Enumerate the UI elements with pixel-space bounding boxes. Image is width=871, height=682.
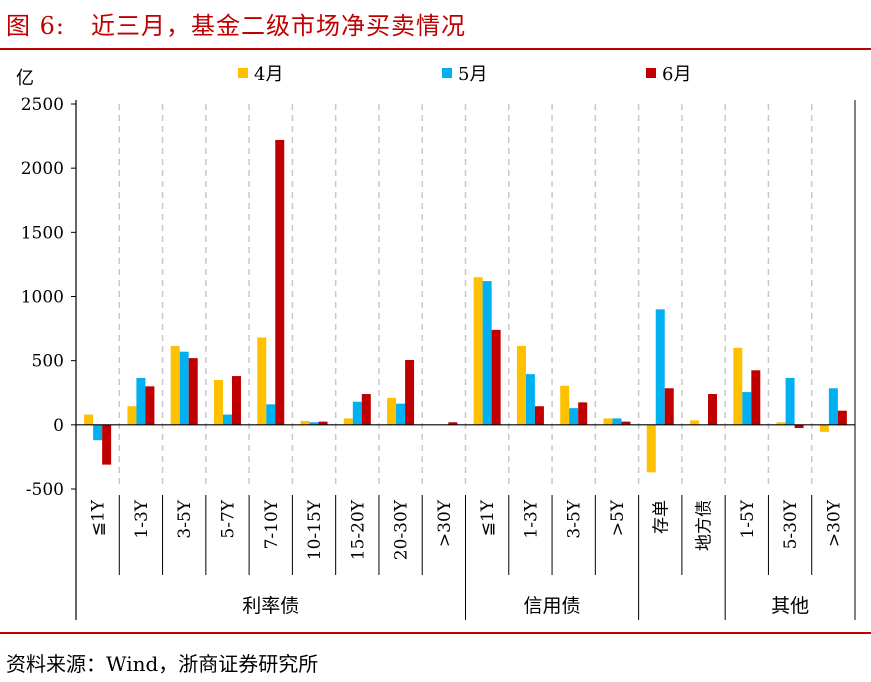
bar-6月 xyxy=(448,422,458,425)
bar-5月 xyxy=(179,351,189,425)
y-tick-label: 2500 xyxy=(21,95,64,115)
bar-6月 xyxy=(275,139,285,425)
bar-4月 xyxy=(776,422,786,425)
legend-label: 6月 xyxy=(662,64,691,85)
category-label: >30Y xyxy=(824,499,844,547)
bar-6月 xyxy=(708,394,718,425)
bar-6月 xyxy=(318,421,328,425)
bar-6月 xyxy=(231,376,241,425)
category-label: 20-30Y xyxy=(392,499,412,560)
legend-swatch-6月 xyxy=(646,68,656,78)
y-tick-label: 0 xyxy=(53,416,64,436)
legend-label: 4月 xyxy=(254,64,283,85)
bar-4月 xyxy=(300,420,310,425)
bar-4月 xyxy=(127,406,137,425)
bar-5月 xyxy=(352,401,362,425)
bar-5月 xyxy=(569,408,579,425)
bar-5月 xyxy=(222,414,232,425)
bar-5月 xyxy=(828,388,838,425)
bar-6月 xyxy=(794,424,804,429)
legend-label: 5月 xyxy=(458,64,487,85)
category-label: 1-5Y xyxy=(738,499,758,538)
bar-5月 xyxy=(525,374,535,425)
bar-5月 xyxy=(309,422,319,425)
figure-title: 图 6: 近三月，基金二级市场净买卖情况 xyxy=(6,6,466,41)
bar-4月 xyxy=(387,397,397,425)
bar-5月 xyxy=(396,403,406,425)
category-label: ≦1Y xyxy=(89,499,109,536)
bar-6月 xyxy=(188,358,198,425)
legend-swatch-4月 xyxy=(238,68,248,78)
figure-title-text: 近三月，基金二级市场净买卖情况 xyxy=(90,12,466,40)
bar-6月 xyxy=(361,394,371,425)
bar-4月 xyxy=(84,414,94,425)
bar-5月 xyxy=(93,424,103,441)
y-axis-unit: 亿 xyxy=(16,68,34,89)
category-label: 5-7Y xyxy=(218,499,238,538)
y-tick-label: 1000 xyxy=(21,288,64,308)
bar-4月 xyxy=(516,345,526,425)
bar-5月 xyxy=(742,392,752,425)
bar-5月 xyxy=(612,418,622,425)
bar-5月 xyxy=(655,309,665,425)
bar-4月 xyxy=(733,347,743,425)
y-tick-label: 1500 xyxy=(21,223,64,243)
category-label: 15-20Y xyxy=(348,499,368,560)
category-label: 3-5Y xyxy=(565,499,585,538)
bar-6月 xyxy=(102,424,112,465)
legend-swatch-5月 xyxy=(442,68,452,78)
bar-5月 xyxy=(266,404,276,425)
bar-4月 xyxy=(690,420,700,425)
bar-4月 xyxy=(170,345,180,425)
title-rule xyxy=(0,48,871,50)
bar-6月 xyxy=(621,421,631,425)
group-label: 其他 xyxy=(771,595,809,617)
bar-6月 xyxy=(405,360,415,425)
figure-number: 图 6: xyxy=(6,12,65,40)
y-tick-label: 500 xyxy=(32,352,64,372)
bar-4月 xyxy=(819,424,829,432)
group-label: 信用债 xyxy=(524,595,581,617)
category-label: >30Y xyxy=(435,499,455,547)
bar-6月 xyxy=(837,410,847,425)
category-label: 存单 xyxy=(651,500,671,534)
source-rule xyxy=(0,632,871,634)
category-label: 1-3Y xyxy=(521,499,541,538)
category-label: 3-5Y xyxy=(175,499,195,538)
bar-4月 xyxy=(257,337,267,425)
bar-4月 xyxy=(343,418,353,425)
bar-4月 xyxy=(213,379,223,425)
category-label: 地方债 xyxy=(695,500,715,551)
group-label: 利率债 xyxy=(242,595,299,617)
bar-6月 xyxy=(751,370,761,425)
bar-4月 xyxy=(560,385,570,425)
bar-6月 xyxy=(578,402,588,425)
category-label: >5Y xyxy=(608,499,628,536)
category-label: ≦1Y xyxy=(478,499,498,536)
bar-6月 xyxy=(664,388,674,425)
bar-6月 xyxy=(145,386,155,425)
bar-4月 xyxy=(646,424,656,473)
bar-5月 xyxy=(785,377,795,425)
bar-5月 xyxy=(482,281,492,425)
bar-6月 xyxy=(491,329,501,425)
source-note: 资料来源：Wind，浙商证券研究所 xyxy=(6,652,319,676)
bar-5月 xyxy=(136,377,146,425)
category-label: 7-10Y xyxy=(262,499,282,549)
y-tick-label: -500 xyxy=(26,480,64,500)
category-label: 5-30Y xyxy=(781,499,801,549)
bar-4月 xyxy=(473,277,483,425)
category-label: 1-3Y xyxy=(132,499,152,538)
y-tick-label: 2000 xyxy=(21,159,64,179)
bar-6月 xyxy=(534,406,544,425)
category-label: 10-15Y xyxy=(305,499,325,560)
bar-4月 xyxy=(603,418,613,425)
